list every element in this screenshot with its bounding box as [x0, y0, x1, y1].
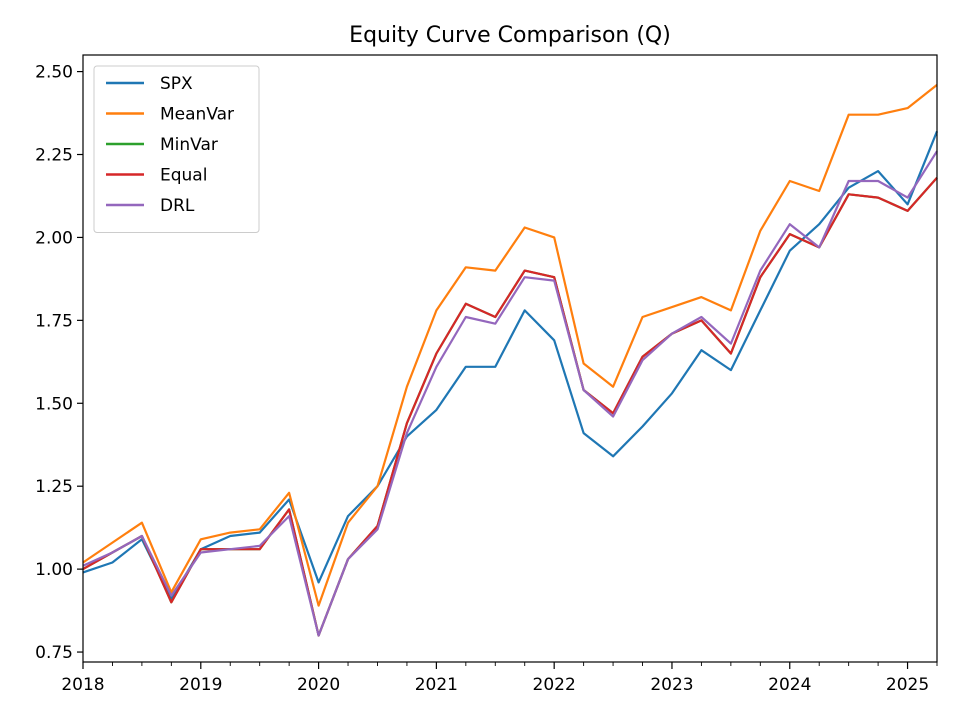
y-tick-label: 1.50 [35, 394, 73, 414]
x-tick-label: 2025 [886, 675, 929, 695]
y-tick-label: 1.25 [35, 477, 73, 497]
x-tick-label: 2019 [179, 675, 222, 695]
x-tick-label: 2021 [415, 675, 458, 695]
x-tick-label: 2022 [533, 675, 576, 695]
legend-label-equal: Equal [160, 166, 207, 186]
series-line-drl [82, 150, 938, 637]
x-tick-label: 2018 [61, 675, 104, 695]
series-line-meanvar [82, 84, 938, 607]
legend-label-meanvar: MeanVar [160, 105, 234, 125]
y-tick-label: 1.00 [35, 560, 73, 580]
legend-label-spx: SPX [160, 74, 193, 94]
y-tick-label: 1.75 [35, 311, 73, 331]
x-tick-label: 2024 [768, 675, 811, 695]
x-tick-label: 2020 [297, 675, 340, 695]
legend-label-drl: DRL [160, 196, 195, 216]
series-line-equal [82, 176, 938, 637]
axes: 0.75 1.00 1.25 1.50 1.75 2.00 2.25 2.50 2018 2019… [35, 63, 938, 695]
legend: SPX MeanVar MinVar Equal DRL [93, 65, 260, 233]
y-tick-label: 0.75 [35, 643, 73, 663]
series-lines [82, 84, 939, 637]
series-line-spx [82, 130, 939, 601]
y-tick-label: 2.25 [35, 146, 73, 166]
legend-box [93, 65, 260, 233]
y-tick-label: 2.00 [35, 228, 73, 248]
plot-frame [82, 54, 938, 663]
legend-label-minvar: MinVar [160, 135, 218, 155]
y-tick-label: 2.50 [35, 63, 73, 83]
series-line-minvar [82, 176, 938, 637]
chart-title: Equity Curve Comparison (Q) [349, 23, 671, 48]
x-tick-label: 2023 [650, 675, 693, 695]
